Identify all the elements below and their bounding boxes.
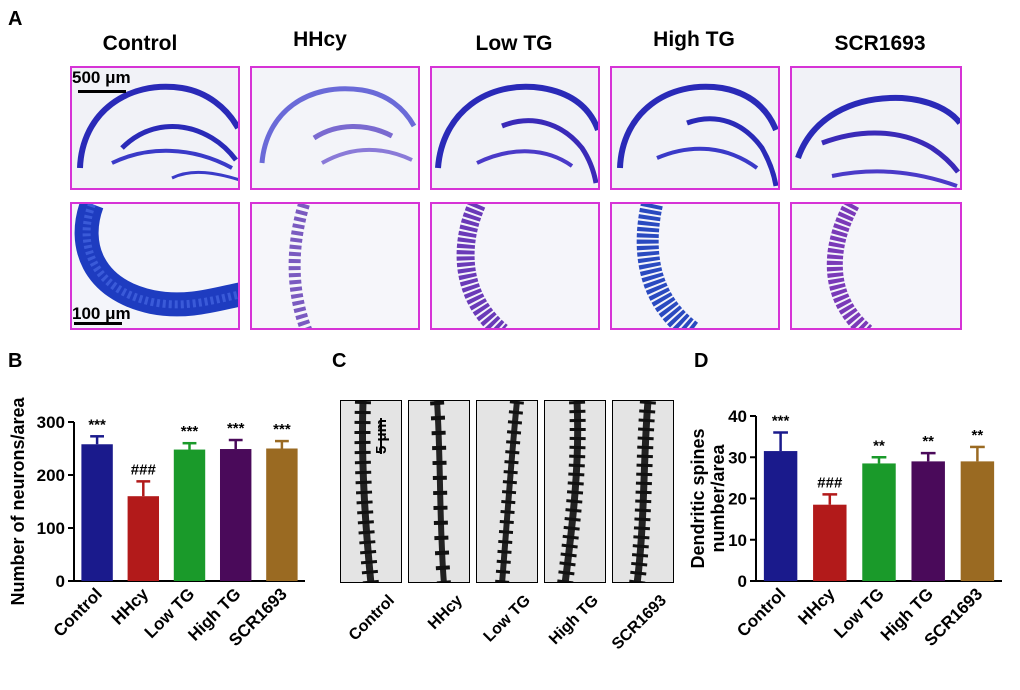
bar-scr1693 [266,448,298,581]
y-tick-label: 100 [37,519,65,538]
y-tick-label: 30 [728,448,747,467]
group-title-control: Control [102,32,178,55]
micrograph-ca1-low-tg [430,202,600,330]
scale-bar-100um [74,322,122,325]
bar-control [763,451,798,581]
chart-d: 0 10 20 30 40 Dendritic spines number/area *** C… [690,407,1002,650]
y-tick-label: 10 [728,531,747,550]
x-tick-label: HHcy [794,584,839,629]
scale-label-500um: 500 μm [72,68,131,87]
significance-label: *** [227,420,245,437]
y-tick-label: 300 [37,413,65,432]
dendrite-image-low-tg [476,400,538,583]
panel-a-label: A [8,8,23,30]
scale-bar-500um [78,90,126,93]
micrograph-ca1-hhcy [250,202,420,330]
y-tick-label: 40 [728,407,747,426]
panel-c-label: C [332,350,347,372]
chart-b: 0 100 200 300 Number of neurons/area *** Contr… [8,396,305,650]
bar-hhcy [813,504,847,581]
bar-high-tg [911,461,945,581]
micrograph-hippocampus-low-tg [430,66,600,190]
x-tick-label: Control [50,584,106,640]
micrograph-hippocampus-control [70,66,240,190]
y-tick-label: 200 [37,466,65,485]
panel-d-label: D [694,350,709,372]
y-tick-label: 20 [728,490,747,509]
significance-label: *** [181,423,199,440]
dendrite-image-hhcy [408,400,470,583]
significance-label: *** [772,413,790,430]
bar-scr1693 [960,461,995,581]
bar-low-tg [862,463,896,581]
significance-label: *** [88,416,106,433]
y-axis-label: Number of neurons/area [8,396,28,605]
micrograph-ca1-scr1693 [790,202,962,330]
group-title-hhcy: HHcy [293,28,347,51]
bar-low-tg [173,449,206,581]
significance-label: ** [873,437,885,454]
group-title-scr1693: SCR1693 [834,32,926,55]
micrograph-ca1-high-tg [610,202,780,330]
significance-label: ** [972,427,984,444]
scale-label-5um: 5 μm [373,418,391,455]
significance-label: ### [131,461,157,478]
dendrite-image-control [340,400,402,583]
micrograph-hippocampus-scr1693 [790,66,962,190]
micrograph-hippocampus-hhcy [250,66,420,190]
scale-bar-5um [380,418,382,454]
bar-control [81,444,113,581]
scale-label-100um: 100 μm [72,304,131,323]
y-tick-label: 0 [56,572,65,591]
bar-high-tg [219,449,252,581]
x-tick-label: HHcy [108,584,153,629]
significance-label: *** [273,421,291,438]
panel-b-label: B [8,350,23,372]
y-axis-label: Dendritic spines [690,428,708,568]
significance-label: ### [817,474,843,491]
dendrite-image-scr1693 [612,400,674,583]
y-axis-label: number/area [708,443,728,552]
group-title-low-tg: Low TG [475,32,553,55]
micrograph-hippocampus-high-tg [610,66,780,190]
significance-label: ** [922,433,934,450]
dendrite-image-high-tg [544,400,606,583]
x-tick-label: Control [733,584,789,640]
bar-hhcy [127,496,160,581]
micrograph-ca1-control [70,202,240,330]
group-title-high-tg: High TG [653,28,735,51]
y-tick-label: 0 [738,572,747,591]
